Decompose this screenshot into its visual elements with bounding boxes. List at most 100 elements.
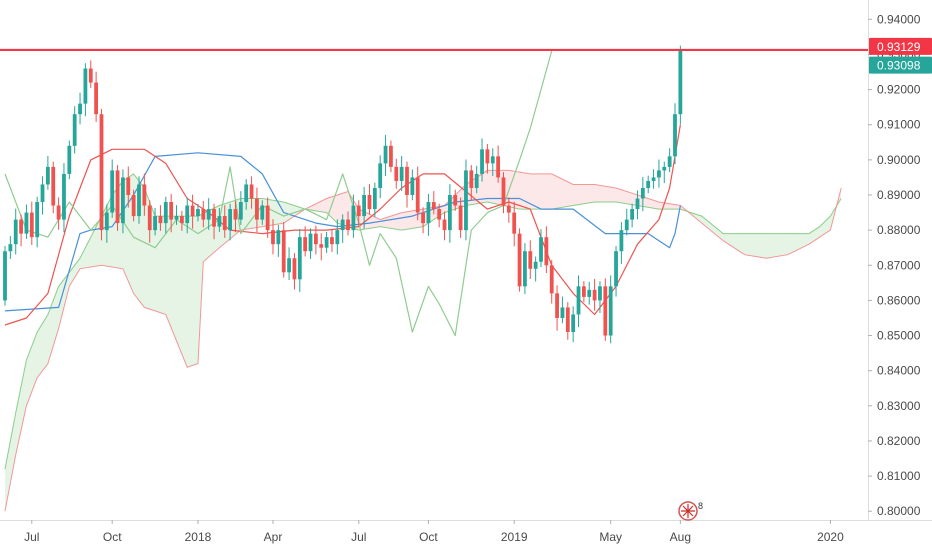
x-tick-label: Apr (264, 530, 283, 544)
cloud-segment (433, 206, 437, 220)
candle-body (506, 205, 511, 213)
candle (206, 198, 211, 230)
cloud-segment (597, 184, 600, 203)
candle-body (233, 209, 238, 220)
y-tick-label: 0.87000 (877, 258, 921, 272)
cloud-segment (739, 233, 742, 253)
cloud-segment (795, 233, 799, 251)
cloud-segment (610, 187, 614, 203)
cloud-segment (163, 216, 166, 315)
candle-body (340, 219, 345, 231)
cloud-segment (583, 184, 587, 204)
cloud-segment (409, 210, 413, 229)
candle (13, 208, 18, 255)
cloud-segment (787, 233, 791, 255)
cloud-segment (562, 179, 566, 208)
cloud-segment (605, 186, 608, 203)
x-tick-label: Oct (419, 530, 438, 544)
candle (3, 245, 7, 306)
candle (458, 197, 463, 238)
candle (447, 184, 452, 243)
cloud-segment (243, 198, 247, 230)
candle (346, 211, 350, 236)
kijun-line (4, 124, 681, 326)
cloud-segment (401, 212, 405, 231)
candle-body (523, 251, 527, 287)
logo-glyph (681, 504, 695, 518)
cloud-segment (23, 360, 27, 419)
candle-body (442, 219, 447, 231)
cloud-segment (281, 201, 284, 224)
candle (303, 226, 308, 257)
candle (399, 156, 404, 192)
candle-body (190, 205, 195, 217)
cloud-segment (650, 199, 654, 209)
cloud-segment (251, 198, 255, 229)
candle-body (533, 261, 538, 269)
cloud-segment (632, 193, 635, 206)
cloud-segment (441, 205, 445, 215)
cloud-segment (675, 204, 678, 210)
candle-body (421, 212, 425, 224)
candle-body (657, 170, 661, 178)
cloud-segment (88, 237, 91, 268)
cloud-segment (755, 233, 759, 257)
candle (83, 63, 88, 117)
cloud-segment (760, 233, 764, 258)
cloud-segment (516, 171, 520, 210)
candle-body (271, 230, 275, 245)
cloud-segment (766, 233, 769, 259)
cloud-segment (752, 233, 756, 257)
candle (598, 281, 602, 314)
candle (115, 165, 120, 231)
candle (592, 278, 597, 311)
candle (581, 281, 586, 303)
cloud-segment (246, 198, 249, 230)
cloud-segment (570, 183, 574, 206)
cloud-segment (825, 218, 828, 234)
candle (94, 71, 99, 122)
cloud-segment (109, 195, 113, 268)
cloud-segment (696, 214, 700, 221)
cloud-segment (93, 226, 97, 267)
candle-body (29, 212, 34, 238)
candle-body (474, 173, 479, 188)
candle-body (319, 244, 324, 248)
candle (297, 229, 302, 292)
y-tick-label: 0.90000 (877, 153, 921, 167)
candle-body (255, 198, 259, 220)
candle-body (608, 286, 613, 336)
candle-body (539, 237, 543, 262)
candle-body (662, 166, 667, 171)
y-tick-label: 0.86000 (877, 293, 921, 307)
y-tick-label: 0.81000 (877, 469, 921, 483)
candle-body (587, 289, 592, 297)
candle (421, 207, 425, 234)
candle-body (94, 82, 99, 115)
candle (496, 145, 501, 183)
resistance-price-badge: 0.93129 (877, 40, 921, 54)
candle-body (174, 216, 179, 220)
candle (673, 103, 677, 165)
candle-body (576, 286, 581, 315)
candle (169, 193, 174, 233)
last-price-badge: 0.93098 (877, 59, 921, 73)
candle (356, 200, 361, 227)
candle (464, 159, 468, 241)
cloud-segment (712, 224, 716, 235)
cloud-segment (809, 231, 812, 245)
candle-body (544, 237, 549, 266)
cloud-segment (5, 455, 8, 512)
cloud-segment (179, 216, 182, 354)
candle-body (426, 202, 431, 224)
cloud-segment (704, 218, 708, 228)
cloud-segment (323, 198, 327, 213)
candle-body (276, 230, 281, 245)
cloud-segment (803, 233, 807, 247)
candle (501, 172, 506, 214)
cloud-segment (407, 211, 410, 230)
cloud-segment (771, 233, 775, 258)
candle (657, 159, 661, 188)
